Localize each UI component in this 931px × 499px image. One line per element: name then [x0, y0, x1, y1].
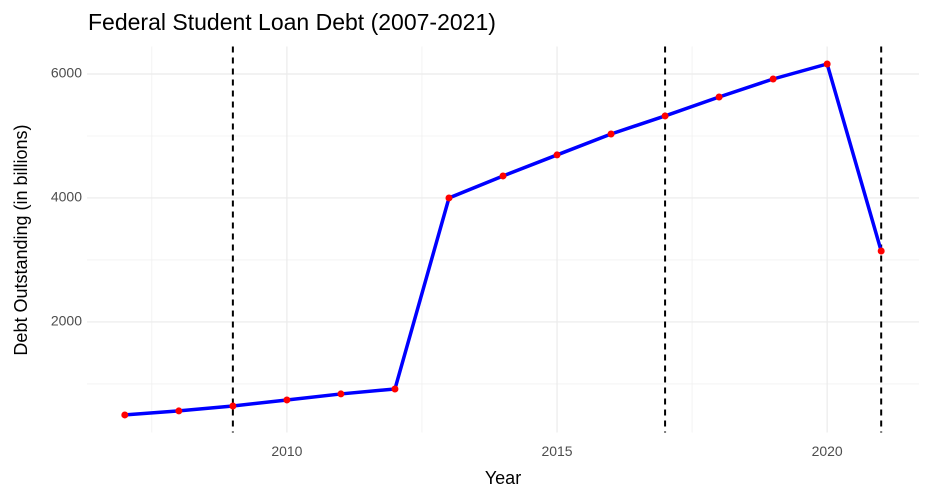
y-tick-label: 2000: [51, 313, 82, 329]
data-point: [445, 194, 453, 202]
data-point: [499, 172, 507, 180]
y-tick-label: 6000: [51, 65, 82, 81]
data-point: [877, 247, 885, 255]
data-point: [715, 93, 723, 101]
data-point: [121, 411, 129, 419]
data-point: [607, 130, 615, 138]
data-point: [823, 60, 831, 68]
y-tick-label: 4000: [51, 189, 82, 205]
data-point: [337, 390, 345, 398]
data-point: [175, 407, 183, 415]
x-tick-label: 2010: [271, 443, 302, 459]
data-point: [391, 385, 399, 393]
data-point: [553, 151, 561, 159]
x-tick-label: 2015: [541, 443, 572, 459]
x-tick-label: 2020: [812, 443, 843, 459]
data-point: [661, 112, 669, 120]
y-axis-label: Debt Outstanding (in billions): [11, 124, 31, 355]
data-point: [229, 402, 237, 410]
chart-title: Federal Student Loan Debt (2007-2021): [88, 9, 496, 35]
x-axis-label: Year: [485, 468, 521, 488]
data-point: [283, 396, 291, 404]
data-line: [124, 61, 883, 417]
data-point: [769, 75, 777, 83]
